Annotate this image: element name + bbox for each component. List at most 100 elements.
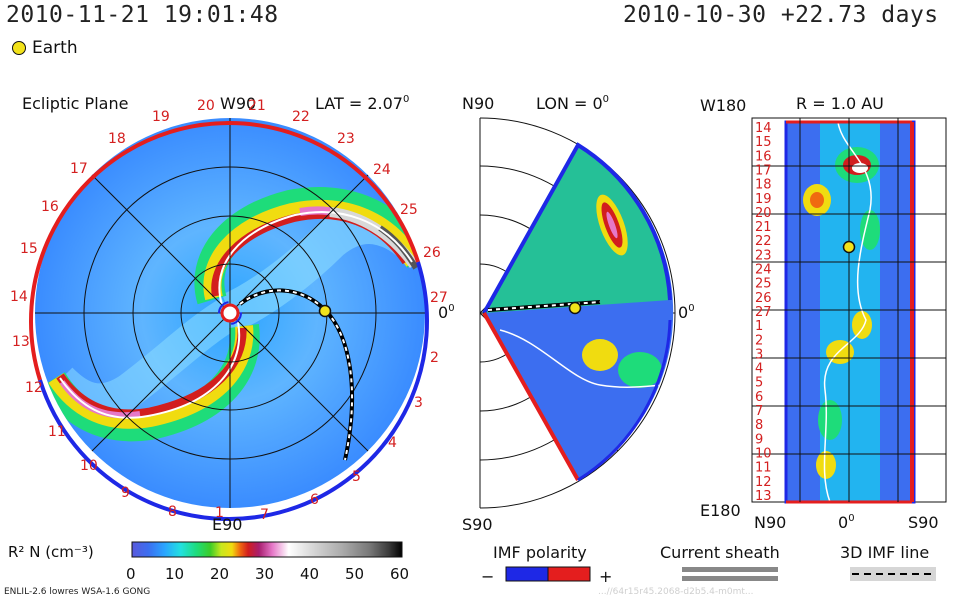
- meridional-panel: [479, 117, 676, 509]
- map-row-label: 6: [755, 390, 763, 405]
- map-row-label: 15: [755, 135, 772, 150]
- imf3d-title: 3D IMF line: [840, 543, 929, 562]
- map-row-label: 23: [755, 248, 772, 263]
- svg-text:12: 12: [25, 380, 43, 396]
- map-row-label: 17: [755, 163, 772, 178]
- map-row-label: 27: [755, 305, 772, 320]
- reference-header: 2010-10-30 +22.73 days: [623, 2, 939, 28]
- map-row-label: 18: [755, 178, 772, 193]
- current-sheath-swatch-2: [682, 576, 778, 581]
- map-s90: S90: [908, 513, 939, 532]
- colorbar-label: R² N (cm⁻³): [8, 543, 94, 561]
- svg-text:19: 19: [152, 109, 170, 125]
- ecliptic-w90: W90: [220, 94, 256, 113]
- svg-text:9: 9: [121, 485, 130, 501]
- map-row-label: 8: [755, 418, 763, 433]
- svg-text:13: 13: [12, 334, 30, 350]
- svg-text:4: 4: [388, 435, 397, 451]
- ecliptic-angle-ticks: 20 21 22 23 24 25 26 27 19 18 17 16 15 1…: [10, 98, 448, 523]
- colorbar-ticks: 0 10 20 30 40 50 60: [126, 565, 409, 583]
- map-row-label: 12: [755, 475, 772, 490]
- map-row-label: 16: [755, 149, 772, 164]
- meridional-n90: N90: [462, 94, 494, 113]
- svg-text:21: 21: [248, 98, 266, 114]
- colorbar: [131, 541, 403, 558]
- svg-text:30: 30: [255, 565, 274, 583]
- svg-text:6: 6: [310, 492, 319, 508]
- meridional-s90: S90: [462, 515, 493, 534]
- svg-text:20: 20: [197, 98, 215, 114]
- svg-text:8: 8: [168, 504, 177, 520]
- ecliptic-0-label: 00: [438, 303, 455, 322]
- map-0: 00: [838, 513, 855, 532]
- imf-polarity-title: IMF polarity: [493, 543, 587, 562]
- map-row-label: 9: [755, 432, 763, 447]
- map-row-label: 25: [755, 277, 772, 292]
- map-row-label: 11: [755, 461, 772, 476]
- map-r-label: R = 1.0 AU: [796, 94, 884, 113]
- map-row-label: 4: [755, 362, 763, 377]
- earth-legend-label: Earth: [32, 38, 78, 58]
- map-row-label: 1: [755, 319, 763, 334]
- map-w180: W180: [700, 96, 746, 115]
- imf-negative-swatch: [505, 566, 549, 582]
- map-row-label: 21: [755, 220, 772, 235]
- svg-text:15: 15: [20, 241, 38, 257]
- svg-text:11: 11: [48, 424, 66, 440]
- imf-plus: +: [599, 567, 612, 586]
- svg-text:60: 60: [390, 565, 409, 583]
- svg-text:10: 10: [80, 458, 98, 474]
- earth-marker-ecliptic: [318, 304, 332, 318]
- ecliptic-title: Ecliptic Plane: [22, 94, 128, 113]
- map-e180: E180: [700, 501, 741, 520]
- map-row-label: 24: [755, 263, 772, 278]
- map-row-label: 14: [755, 121, 772, 136]
- map-n90: N90: [754, 513, 786, 532]
- imf-minus: −: [481, 567, 494, 586]
- svg-text:18: 18: [108, 131, 126, 147]
- map-row-label: 19: [755, 192, 772, 207]
- earth-legend: Earth: [12, 38, 78, 58]
- svg-text:27: 27: [430, 290, 448, 306]
- current-sheath-swatch-1: [682, 567, 778, 572]
- map-row-label: 5: [755, 376, 763, 391]
- svg-text:16: 16: [41, 199, 59, 215]
- svg-text:20: 20: [210, 565, 229, 583]
- ecliptic-e90: E90: [212, 515, 242, 534]
- svg-text:17: 17: [70, 161, 88, 177]
- map-row-label: 22: [755, 234, 772, 249]
- meridional-0-label: 00: [678, 303, 695, 322]
- svg-text:3: 3: [414, 395, 423, 411]
- map-row-label: 13: [755, 489, 772, 504]
- svg-text:26: 26: [423, 245, 441, 261]
- svg-text:10: 10: [165, 565, 184, 583]
- imf-positive-swatch: [547, 566, 591, 582]
- svg-text:25: 25: [400, 202, 418, 218]
- svg-text:40: 40: [300, 565, 319, 583]
- lon-label: LON = 00: [536, 94, 609, 113]
- svg-text:0: 0: [126, 565, 136, 583]
- footer-left: ENLIL-2.6 lowres WSA-1.6 GONG: [4, 587, 151, 597]
- svg-text:50: 50: [345, 565, 364, 583]
- earth-marker-meridional: [568, 301, 582, 315]
- map-row-label: 2: [755, 333, 763, 348]
- map-row-labels: 1415161718192021222324252627123456789101…: [755, 121, 772, 504]
- svg-text:22: 22: [292, 109, 310, 125]
- map-row-label: 20: [755, 206, 772, 221]
- earth-marker-map: [842, 240, 856, 254]
- map-row-label: 10: [755, 446, 772, 461]
- map-row-label: 3: [755, 347, 763, 362]
- earth-icon: [12, 41, 26, 55]
- map-row-label: 7: [755, 404, 763, 419]
- svg-text:24: 24: [373, 162, 391, 178]
- svg-text:23: 23: [337, 131, 355, 147]
- datetime-header: 2010-11-21 19:01:48: [6, 2, 279, 28]
- footer-right: ...//64r15r45.2068-d2b5.4-m0mt...: [598, 587, 754, 597]
- svg-text:2: 2: [430, 350, 439, 366]
- lat-label: LAT = 2.070: [315, 94, 409, 113]
- svg-text:1: 1: [215, 505, 224, 521]
- svg-text:14: 14: [10, 289, 28, 305]
- ecliptic-panel: [29, 118, 429, 521]
- svg-text:5: 5: [352, 469, 361, 485]
